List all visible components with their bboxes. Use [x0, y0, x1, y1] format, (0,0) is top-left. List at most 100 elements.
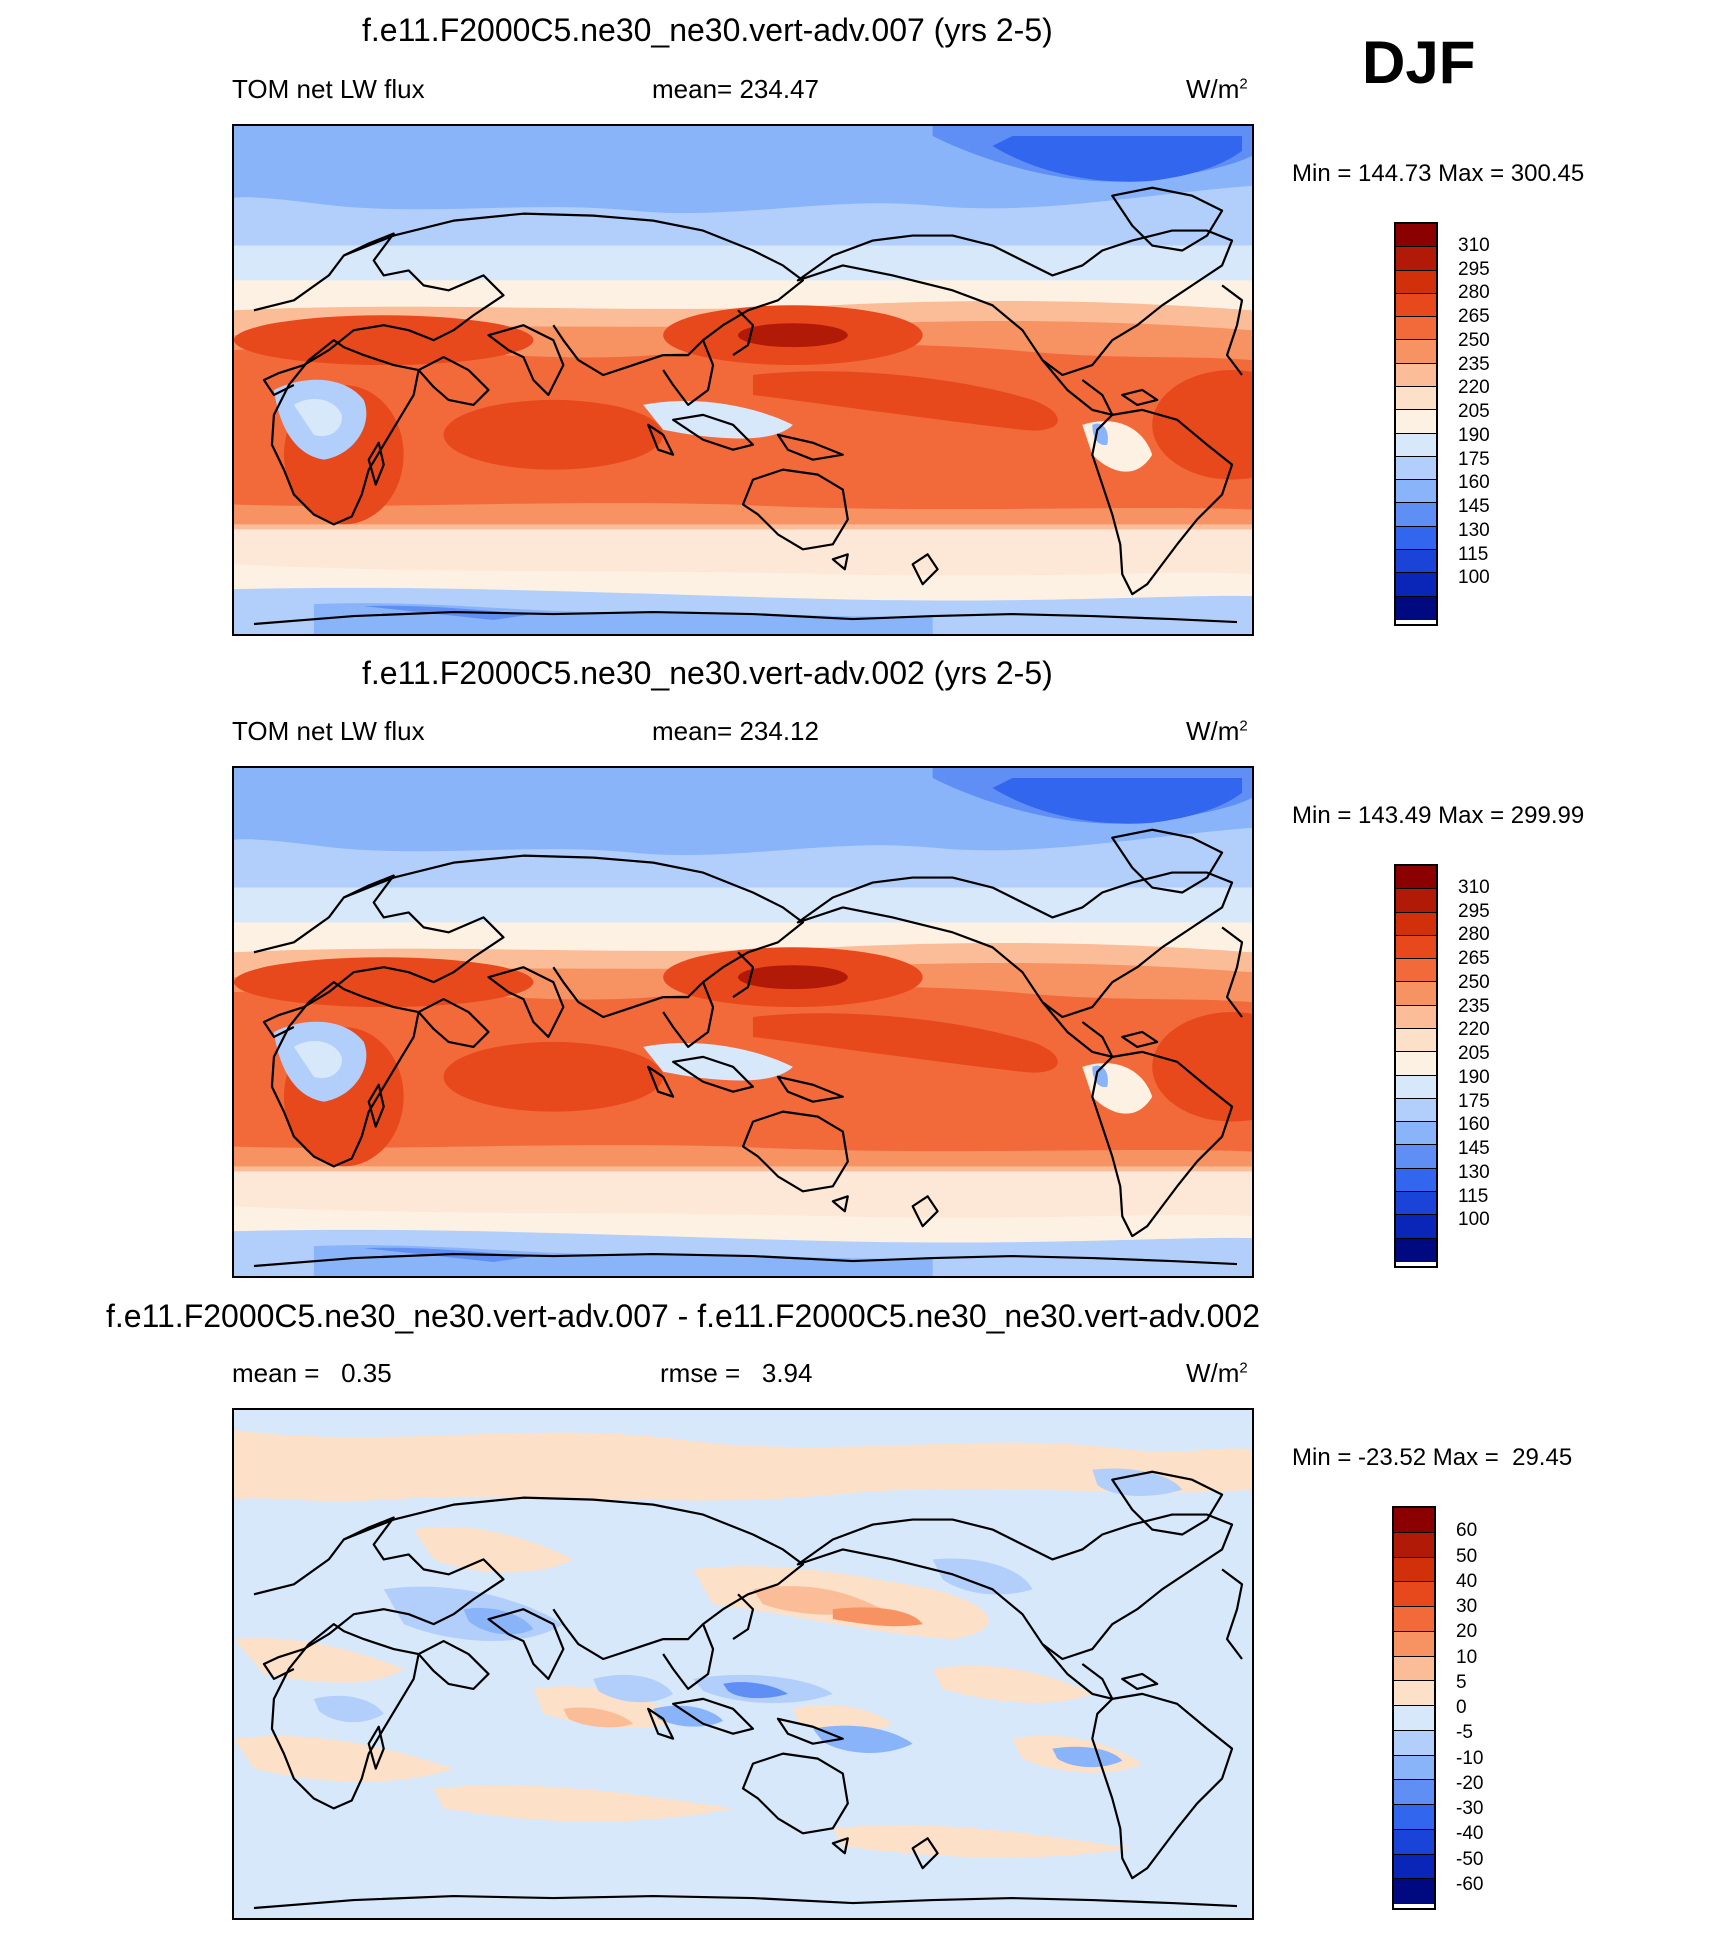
panel-top-colorbar-labels: 310 295 280 265 250 235 220 205 190 175 160 145 130 1…	[1458, 222, 1538, 626]
panel-middle-map	[232, 766, 1254, 1278]
panel-middle-map-svg	[234, 768, 1252, 1276]
colorbar-swatch	[1396, 1075, 1436, 1099]
colorbar-tick-label: 280	[1458, 924, 1490, 946]
panel-diff-map-svg	[234, 1410, 1252, 1918]
colorbar-swatch	[1396, 526, 1436, 550]
colorbar-tick-label: 5	[1456, 1671, 1467, 1693]
panel-middle-mean-label: mean= 234.12	[652, 716, 819, 746]
colorbar-swatch	[1394, 1656, 1434, 1682]
colorbar-tick-label: 20	[1456, 1621, 1478, 1643]
colorbar-tick-label: 250	[1458, 329, 1490, 351]
colorbar-swatch	[1396, 959, 1436, 983]
colorbar-tick-label: 10	[1456, 1646, 1478, 1668]
panel-diff-rmse-label: rmse = 3.94	[660, 1358, 813, 1388]
colorbar-swatch	[1396, 1168, 1436, 1192]
panel-top-map	[232, 124, 1254, 636]
colorbar-tick-label: 235	[1458, 353, 1490, 375]
colorbar-tick-label: 265	[1458, 306, 1490, 328]
colorbar-tick-label: 0	[1456, 1697, 1467, 1718]
colorbar-tick-label: 295	[1458, 258, 1490, 280]
colorbar-swatch	[1396, 573, 1436, 597]
panel-diff-colorbar-labels: 60 50 40 30 20 10 5 0 -5 -10 -20 -30 -40 -50 -60	[1456, 1506, 1536, 1910]
colorbar-swatch	[1396, 363, 1436, 387]
colorbar-swatch	[1394, 1631, 1434, 1657]
colorbar-swatch	[1396, 317, 1436, 341]
colorbar-swatch	[1394, 1730, 1434, 1756]
colorbar-tick-label: -50	[1456, 1848, 1484, 1870]
panel-diff-map	[232, 1408, 1254, 1920]
colorbar-tick-label: 310	[1458, 876, 1490, 898]
colorbar-swatch	[1394, 1681, 1434, 1706]
colorbar-tick-label: 130	[1458, 1161, 1490, 1183]
panel-diff-units-text: W/m	[1186, 1358, 1240, 1388]
colorbar-tick-label: 115	[1458, 543, 1489, 565]
colorbar-swatch	[1396, 866, 1436, 890]
colorbar-swatch	[1396, 224, 1436, 248]
colorbar-tick-label: 205	[1458, 401, 1490, 423]
colorbar-swatch	[1396, 1005, 1436, 1029]
colorbar-tick-label: -40	[1456, 1823, 1484, 1845]
panel-diff-colorbar	[1392, 1506, 1436, 1910]
colorbar-tick-label: 280	[1458, 282, 1490, 304]
colorbar-tick-label: 100	[1458, 567, 1490, 589]
colorbar-tick-label: -20	[1456, 1772, 1484, 1794]
colorbar-swatch	[1396, 982, 1436, 1006]
panel-top-field	[234, 126, 1252, 634]
panel-middle-field	[234, 768, 1252, 1276]
colorbar-tick-label: 175	[1458, 1090, 1490, 1112]
colorbar-swatch	[1394, 1854, 1434, 1880]
panel-middle-units-label: W/m2	[1186, 716, 1248, 747]
colorbar-swatch	[1394, 1607, 1434, 1632]
colorbar-tick-label: 60	[1456, 1520, 1478, 1542]
colorbar-tick-label: -10	[1456, 1747, 1484, 1769]
colorbar-tick-label: 250	[1458, 971, 1490, 993]
colorbar-swatch	[1396, 1052, 1436, 1076]
colorbar-tick-label: 50	[1456, 1545, 1478, 1567]
colorbar-tick-label: 295	[1458, 900, 1490, 922]
panel-top-units-label: W/m2	[1186, 74, 1248, 105]
colorbar-swatch	[1396, 340, 1436, 364]
colorbar-swatch	[1394, 1557, 1434, 1583]
panel-middle-units-text: W/m	[1186, 716, 1240, 746]
colorbar-tick-label: -30	[1456, 1798, 1484, 1819]
colorbar-swatch	[1396, 433, 1436, 457]
panel-top-mean-label: mean= 234.47	[652, 74, 819, 104]
panel-middle-units-exponent: 2	[1239, 717, 1248, 735]
colorbar-swatch	[1396, 935, 1436, 960]
colorbar-tick-label: 220	[1458, 1019, 1490, 1041]
panel-diff-minmax: Min = -23.52 Max = 29.45	[1292, 1444, 1573, 1471]
colorbar-swatch	[1394, 1582, 1434, 1607]
panel-top-variable-label: TOM net LW flux	[232, 74, 425, 104]
colorbar-swatch	[1396, 1191, 1436, 1216]
panel-diff-mean-label: mean = 0.35	[232, 1358, 392, 1388]
colorbar-swatch	[1396, 503, 1436, 527]
colorbar-tick-label: 30	[1456, 1596, 1478, 1617]
panel-diff-units-exponent: 2	[1239, 1359, 1248, 1377]
colorbar-swatch	[1396, 1098, 1436, 1123]
panel-top-units-text: W/m	[1186, 74, 1240, 104]
colorbar-swatch	[1396, 456, 1436, 481]
colorbar-tick-label: 220	[1458, 377, 1490, 399]
colorbar-swatch	[1396, 1122, 1436, 1146]
colorbar-tick-label: 40	[1456, 1570, 1478, 1592]
panel-top-units-exponent: 2	[1239, 75, 1248, 93]
colorbar-swatch	[1396, 1028, 1436, 1053]
colorbar-tick-label: 265	[1458, 948, 1490, 970]
colorbar-tick-label: 160	[1458, 1114, 1490, 1136]
colorbar-swatch	[1396, 247, 1436, 271]
panel-diff-units-label: W/m2	[1186, 1358, 1248, 1389]
colorbar-swatch	[1396, 270, 1436, 294]
colorbar-tick-label: 115	[1458, 1185, 1489, 1207]
colorbar-tick-label: -5	[1456, 1722, 1473, 1744]
colorbar-tick-label: 145	[1458, 1138, 1490, 1160]
colorbar-swatch	[1394, 1805, 1434, 1830]
season-label: DJF	[1362, 29, 1476, 96]
panel-middle-variable-label: TOM net LW flux	[232, 716, 425, 746]
panel-diff-field	[234, 1410, 1252, 1918]
colorbar-swatch	[1396, 596, 1436, 620]
colorbar-swatch	[1394, 1879, 1434, 1904]
colorbar-swatch	[1394, 1780, 1434, 1805]
panel-top-minmax: Min = 144.73 Max = 300.45	[1292, 160, 1585, 187]
panel-middle-title: f.e11.F2000C5.ne30_ne30.vert-adv.002 (yr…	[362, 655, 1053, 691]
colorbar-tick-label: 190	[1458, 424, 1490, 446]
